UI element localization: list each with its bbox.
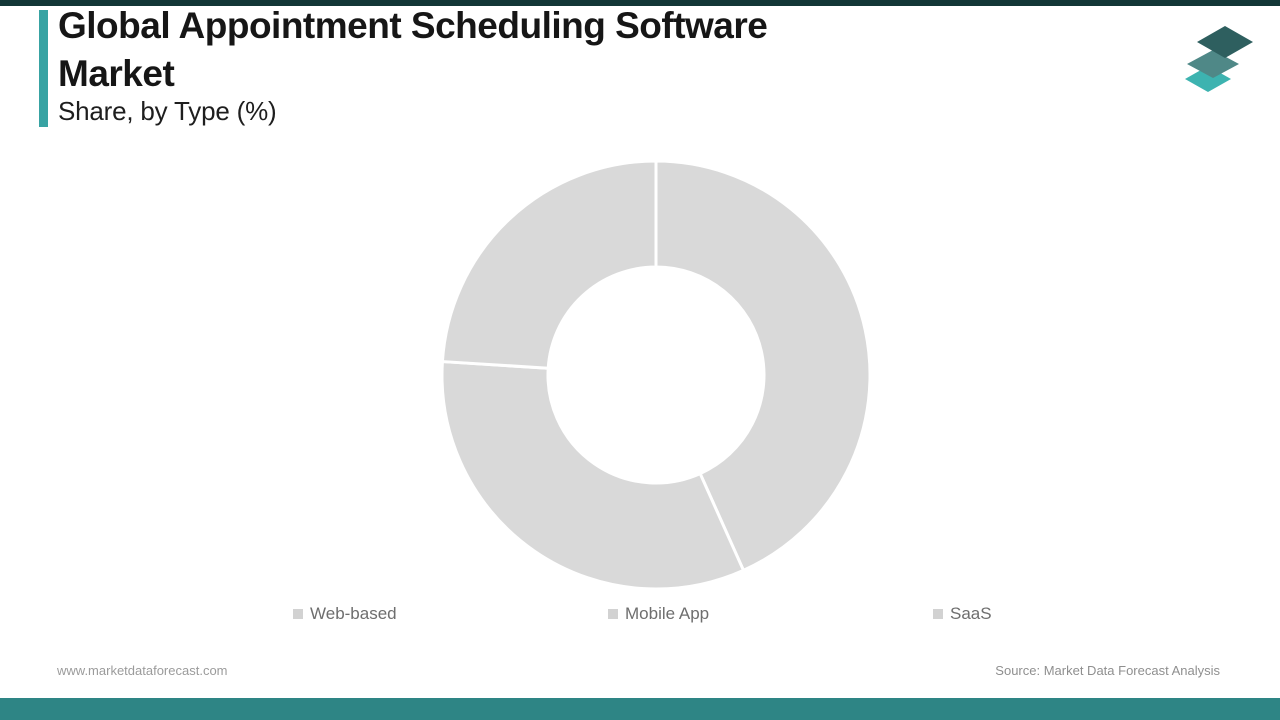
bottom-border-bar [0,698,1280,720]
legend-item-mobile-app[interactable]: Mobile App [608,604,709,624]
title-block: Global Appointment Scheduling Software Ma… [58,2,958,98]
page-title-line2: Market [58,53,175,94]
donut-chart[interactable] [440,159,872,591]
chart-subtitle: Share, by Type (%) [58,96,277,126]
donut-slice-web-based[interactable] [654,159,872,572]
legend-marker-icon [933,609,943,619]
legend-label: SaaS [950,604,992,623]
market-data-forecast-logo [1185,26,1253,92]
page-title: Global Appointment Scheduling Software Ma… [58,2,958,98]
legend-item-saas[interactable]: SaaS [933,604,992,624]
page-title-line1: Global Appointment Scheduling Software [58,5,768,46]
logo-layer-top [1197,26,1253,58]
source-attribution: Source: Market Data Forecast Analysis [995,663,1220,678]
website-link[interactable]: www.marketdataforecast.com [57,663,228,678]
donut-slice-mobile-app[interactable] [440,360,745,591]
legend-marker-icon [608,609,618,619]
donut-slice-saas[interactable] [440,159,658,370]
legend-marker-icon [293,609,303,619]
top-border-bar [0,0,1280,6]
title-accent-bar [39,10,48,127]
legend-label: Mobile App [625,604,710,623]
legend-label: Web-based [310,604,397,623]
legend-item-web-based[interactable]: Web-based [293,604,397,624]
